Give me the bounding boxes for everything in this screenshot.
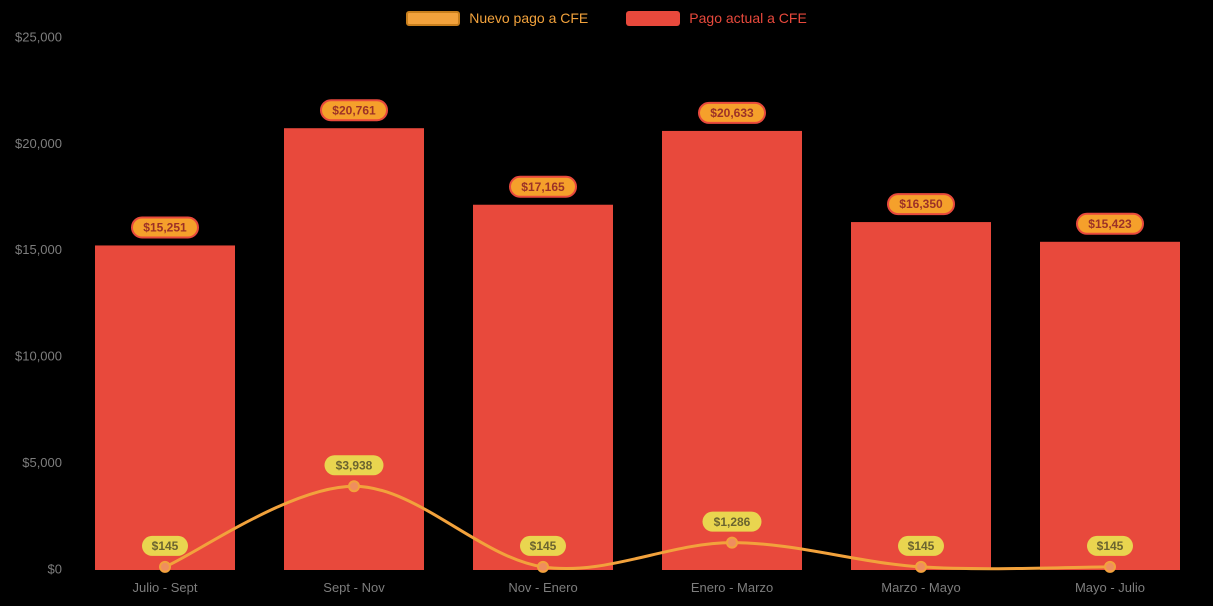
chart-legend: Nuevo pago a CFE Pago actual a CFE: [0, 10, 1213, 26]
line-value-badge: $145: [520, 535, 566, 556]
x-axis-label: Nov - Enero: [508, 580, 577, 595]
line-value-badge: $145: [898, 535, 944, 556]
svg-text:$145: $145: [908, 539, 935, 553]
bar-pago-actual[interactable]: [284, 128, 424, 570]
legend-item-nuevo-pago[interactable]: Nuevo pago a CFE: [406, 10, 588, 26]
y-axis-tick: $25,000: [15, 29, 62, 44]
svg-text:$3,938: $3,938: [336, 458, 373, 472]
line-value-badge: $1,286: [702, 511, 762, 532]
y-axis-tick: $0: [48, 561, 62, 576]
y-axis-tick: $10,000: [15, 349, 62, 364]
svg-text:$15,251: $15,251: [143, 221, 187, 235]
bar-value-badge: $17,165: [509, 175, 577, 198]
svg-text:$145: $145: [1097, 539, 1124, 553]
legend-swatch-nuevo-pago-icon: [406, 10, 461, 26]
x-axis-label: Sept - Nov: [323, 580, 385, 595]
y-axis-tick: $20,000: [15, 136, 62, 151]
line-point[interactable]: [1104, 560, 1116, 573]
svg-text:$15,423: $15,423: [1088, 217, 1132, 231]
x-axis-label: Marzo - Mayo: [881, 580, 960, 595]
line-point[interactable]: [159, 560, 171, 573]
line-value-badge: $145: [142, 535, 188, 556]
bar-value-badge: $16,350: [887, 193, 955, 216]
legend-label-nuevo-pago: Nuevo pago a CFE: [469, 10, 589, 26]
svg-text:$17,165: $17,165: [521, 180, 565, 194]
legend-swatch-pago-actual-icon: [626, 10, 681, 26]
svg-text:$20,761: $20,761: [332, 103, 376, 117]
svg-text:$20,633: $20,633: [710, 106, 754, 120]
bar-pago-actual[interactable]: [1040, 241, 1180, 570]
legend-item-pago-actual[interactable]: Pago actual a CFE: [626, 10, 807, 26]
bar-value-badge: $15,423: [1076, 212, 1144, 235]
legend-label-pago-actual: Pago actual a CFE: [689, 10, 807, 26]
bar-pago-actual[interactable]: [473, 204, 613, 570]
svg-text:$1,286: $1,286: [714, 515, 751, 529]
bar-pago-actual[interactable]: [662, 130, 802, 571]
line-point[interactable]: [726, 536, 738, 549]
svg-text:$16,350: $16,350: [899, 197, 943, 211]
bar-value-badge: $20,761: [320, 99, 388, 122]
bar-pago-actual[interactable]: [95, 245, 235, 570]
bar-value-badge: $20,633: [698, 101, 766, 124]
x-axis-label: Julio - Sept: [132, 580, 197, 595]
line-value-badge: $145: [1087, 535, 1133, 556]
line-value-badge: $3,938: [324, 455, 384, 476]
bar-value-badge: $15,251: [131, 216, 199, 239]
bar-pago-actual[interactable]: [851, 222, 991, 570]
line-nuevo-pago: [163, 484, 1112, 571]
line-point[interactable]: [348, 480, 360, 493]
y-axis-tick: $5,000: [22, 455, 62, 470]
svg-text:$145: $145: [152, 539, 179, 553]
x-axis-label: Mayo - Julio: [1075, 580, 1145, 595]
svg-text:$145: $145: [530, 539, 557, 553]
line-point[interactable]: [537, 560, 549, 573]
y-axis-tick: $15,000: [15, 242, 62, 257]
x-axis-label: Enero - Marzo: [691, 580, 773, 595]
line-point[interactable]: [915, 560, 927, 573]
